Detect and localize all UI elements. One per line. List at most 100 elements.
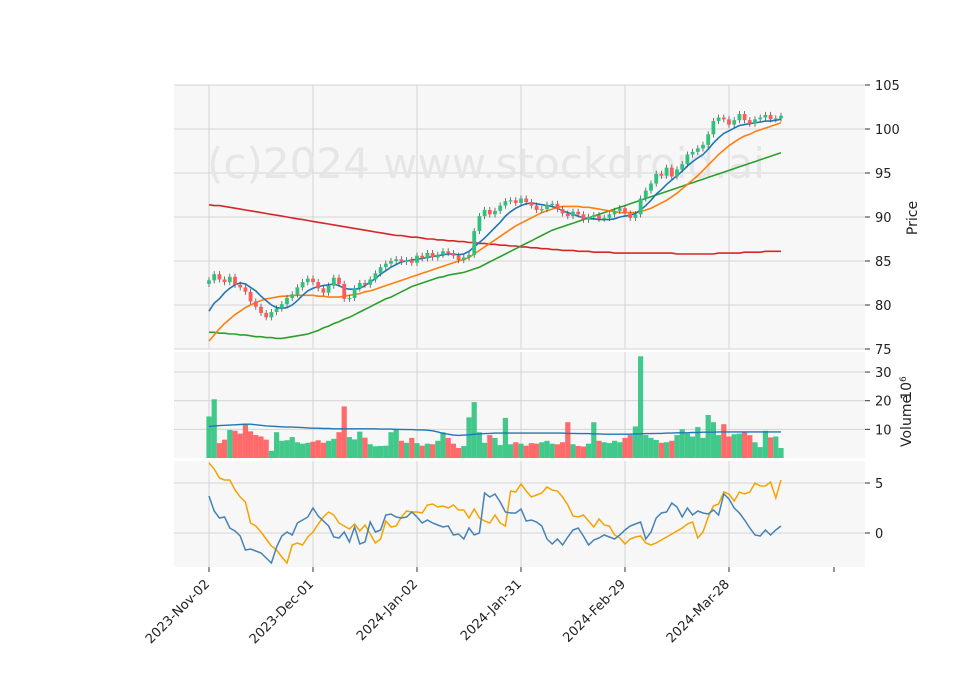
volume-bar-down xyxy=(528,443,534,458)
candle-up xyxy=(285,297,289,305)
volume-bar-up xyxy=(570,444,576,458)
oscillator-lines xyxy=(208,462,782,565)
price-y-axis: 75 80 85 90 95 100 105 xyxy=(865,79,900,358)
volume-bar-down xyxy=(336,432,342,458)
candle-up xyxy=(695,148,700,152)
volume-bar-up xyxy=(638,356,644,458)
volume-bar-down xyxy=(450,443,456,458)
volume-bar-up xyxy=(586,443,592,458)
volume-bar-up xyxy=(617,442,623,458)
candle-up xyxy=(357,283,362,289)
volume-bar-up xyxy=(367,444,373,458)
date-x-axis: 2023-Nov-02 2023-Dec-01 2024-Jan-02 2024-Ja… xyxy=(143,567,835,647)
candle-up xyxy=(274,308,279,313)
price-panel: (c)2024 www.stockdroid.ai 75 80 85 90 95 100 1… xyxy=(174,79,921,358)
volume-bar-up xyxy=(274,432,280,458)
volume-bar-up xyxy=(731,434,737,458)
candle-up xyxy=(758,117,763,120)
volume-bar-up xyxy=(648,437,654,458)
volume-bar-up xyxy=(305,442,311,458)
volume-bar-up xyxy=(497,445,503,458)
volume-bar-up xyxy=(752,442,758,458)
candle-up xyxy=(701,144,705,149)
volume-bar-down xyxy=(216,443,222,458)
x-tick-label: 2024-Jan-31 xyxy=(458,577,525,644)
volume-average-line xyxy=(208,423,781,437)
volume-bar-down xyxy=(658,442,664,458)
volume-bar-up xyxy=(606,443,612,458)
volume-bar-up xyxy=(476,432,482,458)
candle-down xyxy=(597,215,601,219)
oscillator-line-b xyxy=(208,491,782,565)
volume-bar-down xyxy=(747,435,753,458)
volume-bar-up xyxy=(461,445,467,458)
volume-bar-up xyxy=(372,446,378,458)
volume-bar-up xyxy=(331,438,337,458)
volume-bar-down xyxy=(445,437,451,458)
candle-up xyxy=(373,273,378,280)
candle-up xyxy=(654,173,659,184)
candle-down xyxy=(311,278,315,283)
candle-down xyxy=(451,253,456,256)
volume-bar-down xyxy=(237,433,243,458)
volume-bar-down xyxy=(575,445,581,458)
candle-up xyxy=(716,117,721,122)
candle-up xyxy=(519,198,523,203)
candle-up xyxy=(326,285,331,293)
volume-bar-down xyxy=(341,406,347,458)
volume-bar-down xyxy=(513,442,519,458)
y-tick-label: 95 xyxy=(875,167,892,182)
volume-bar-down xyxy=(523,445,529,458)
candle-up xyxy=(779,115,783,119)
y-tick-label: 0 xyxy=(875,527,883,542)
candle-down xyxy=(264,312,269,318)
candle-up xyxy=(331,277,336,286)
candle-up xyxy=(404,260,409,262)
candle-down xyxy=(363,283,367,285)
volume-bar-down xyxy=(596,440,602,458)
volume-bar-down xyxy=(232,430,238,458)
volume-bar-down xyxy=(768,437,774,458)
candle-up xyxy=(773,118,778,120)
y-tick-label: 90 xyxy=(875,211,892,226)
ma-line-longest xyxy=(208,203,781,255)
volume-bar-up xyxy=(294,442,300,458)
volume-bar-down xyxy=(627,435,633,458)
volume-bar-up xyxy=(710,422,716,458)
candle-up xyxy=(680,164,685,170)
volume-bar-down xyxy=(409,437,415,458)
volume-bar-up xyxy=(643,435,649,458)
price-axis-label: Price xyxy=(905,201,921,235)
candle-up xyxy=(415,255,419,263)
volume-bar-down xyxy=(456,447,462,458)
volume-bar-down xyxy=(580,446,586,458)
volume-bars xyxy=(206,356,784,458)
volume-bar-up xyxy=(762,430,768,458)
candle-down xyxy=(721,117,726,120)
volume-bar-up xyxy=(289,437,295,458)
candle-down xyxy=(243,287,248,292)
ma-line-mid xyxy=(208,122,782,342)
candle-down xyxy=(253,301,258,307)
candle-down xyxy=(399,259,404,262)
candle-up xyxy=(638,198,643,215)
volume-bar-down xyxy=(242,423,248,458)
candle-down xyxy=(659,173,664,176)
x-tick-label: 2023-Dec-01 xyxy=(247,577,317,647)
volume-bar-down xyxy=(742,432,748,458)
candle-up xyxy=(461,257,466,261)
volume-bar-up xyxy=(482,442,488,458)
candle-up xyxy=(649,183,653,191)
candle-down xyxy=(487,209,492,215)
candle-up xyxy=(612,210,617,215)
candle-up xyxy=(591,215,596,217)
candle-down xyxy=(768,114,773,120)
candle-up xyxy=(550,203,555,205)
candle-up xyxy=(737,114,742,121)
y-tick-label: 85 xyxy=(875,255,892,270)
oscillator-panel: 05 xyxy=(174,461,883,567)
candle-up xyxy=(279,304,284,309)
volume-bar-up xyxy=(612,440,618,458)
candle-down xyxy=(576,211,581,215)
